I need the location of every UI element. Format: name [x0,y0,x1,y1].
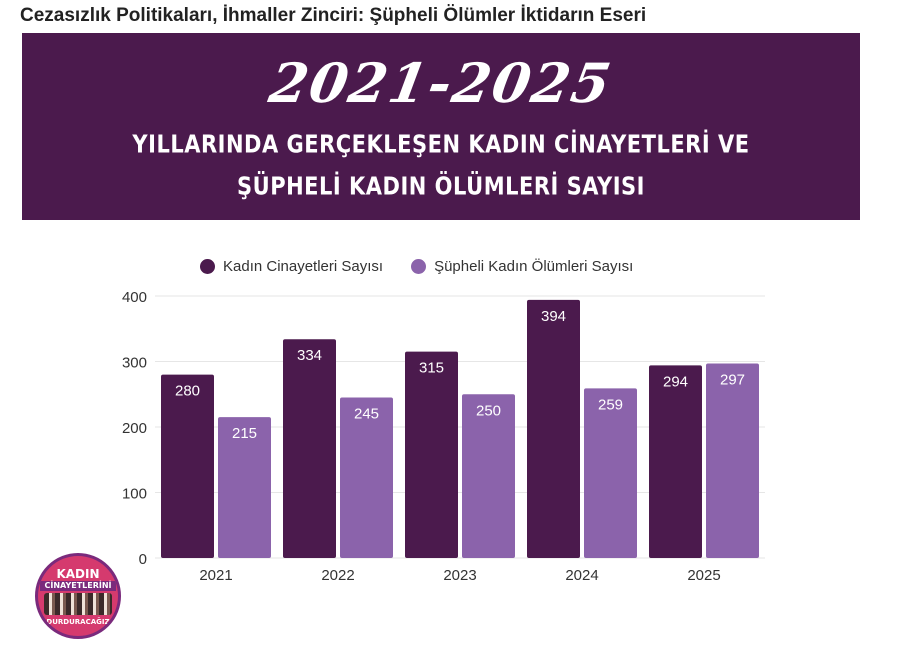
x-tick-label: 2025 [687,567,720,584]
logo-text-bottom: DURDURACAĞIZ [46,618,110,626]
x-tick-label: 2023 [443,567,476,584]
data-label: 250 [476,402,501,419]
bar-series-1 [161,374,214,558]
data-label: 280 [175,383,200,400]
data-label: 245 [354,406,379,423]
logo-faces-image [44,593,112,615]
bar-series-2 [584,388,637,558]
logo-text-mid: CİNAYETLERİNİ [40,581,116,591]
data-label: 394 [541,308,566,325]
y-tick-label: 200 [122,420,147,437]
y-tick-label: 100 [122,486,147,503]
x-tick-label: 2021 [199,567,232,584]
title-banner: 2021-2025 YILLARINDA GERÇEKLEŞEN KADIN C… [22,33,860,220]
legend-swatch-series-2 [411,258,427,274]
data-label: 259 [598,396,623,413]
bar-series-2 [218,417,271,558]
data-label: 315 [419,360,444,377]
legend-swatch-series-1 [200,258,215,274]
article-title: Cezasızlık Politikaları, İhmaller Zincir… [20,5,647,26]
x-tick-label: 2024 [565,567,598,584]
bar-series-1 [649,365,702,558]
bar-series-1 [283,339,336,558]
y-tick-label: 0 [139,551,147,568]
bar-series-2 [462,394,515,558]
banner-title-line-2: ŞÜPHELİ KADIN ÖLÜMLERİ SAYISI [237,171,645,201]
data-label: 297 [720,371,745,388]
legend-item-series-2: Şüpheli Kadın Ölümleri Sayısı [411,258,633,275]
bar-series-1 [527,299,580,558]
x-tick-label: 2022 [321,567,354,584]
data-label: 215 [232,425,257,442]
y-tick-label: 300 [122,355,147,372]
chart-legend: Kadın Cinayetleri Sayısı Şüpheli Kadın Ö… [200,255,633,277]
data-label: 334 [297,347,322,364]
legend-item-series-1: Kadın Cinayetleri Sayısı [200,258,383,275]
campaign-logo: KADIN CİNAYETLERİNİ DURDURACAĞIZ [35,553,121,639]
bar-series-2 [706,363,759,558]
bar-series-2 [340,397,393,558]
y-tick-label: 400 [122,289,147,306]
bar-series-1 [405,351,458,558]
legend-label-series-2: Şüpheli Kadın Ölümleri Sayısı [434,257,634,275]
legend-label-series-1: Kadın Cinayetleri Sayısı [223,257,384,275]
banner-title-line-1: YILLARINDA GERÇEKLEŞEN KADIN CİNAYETLERİ… [132,129,750,159]
logo-text-top: KADIN [56,567,100,581]
data-label: 294 [663,373,688,390]
